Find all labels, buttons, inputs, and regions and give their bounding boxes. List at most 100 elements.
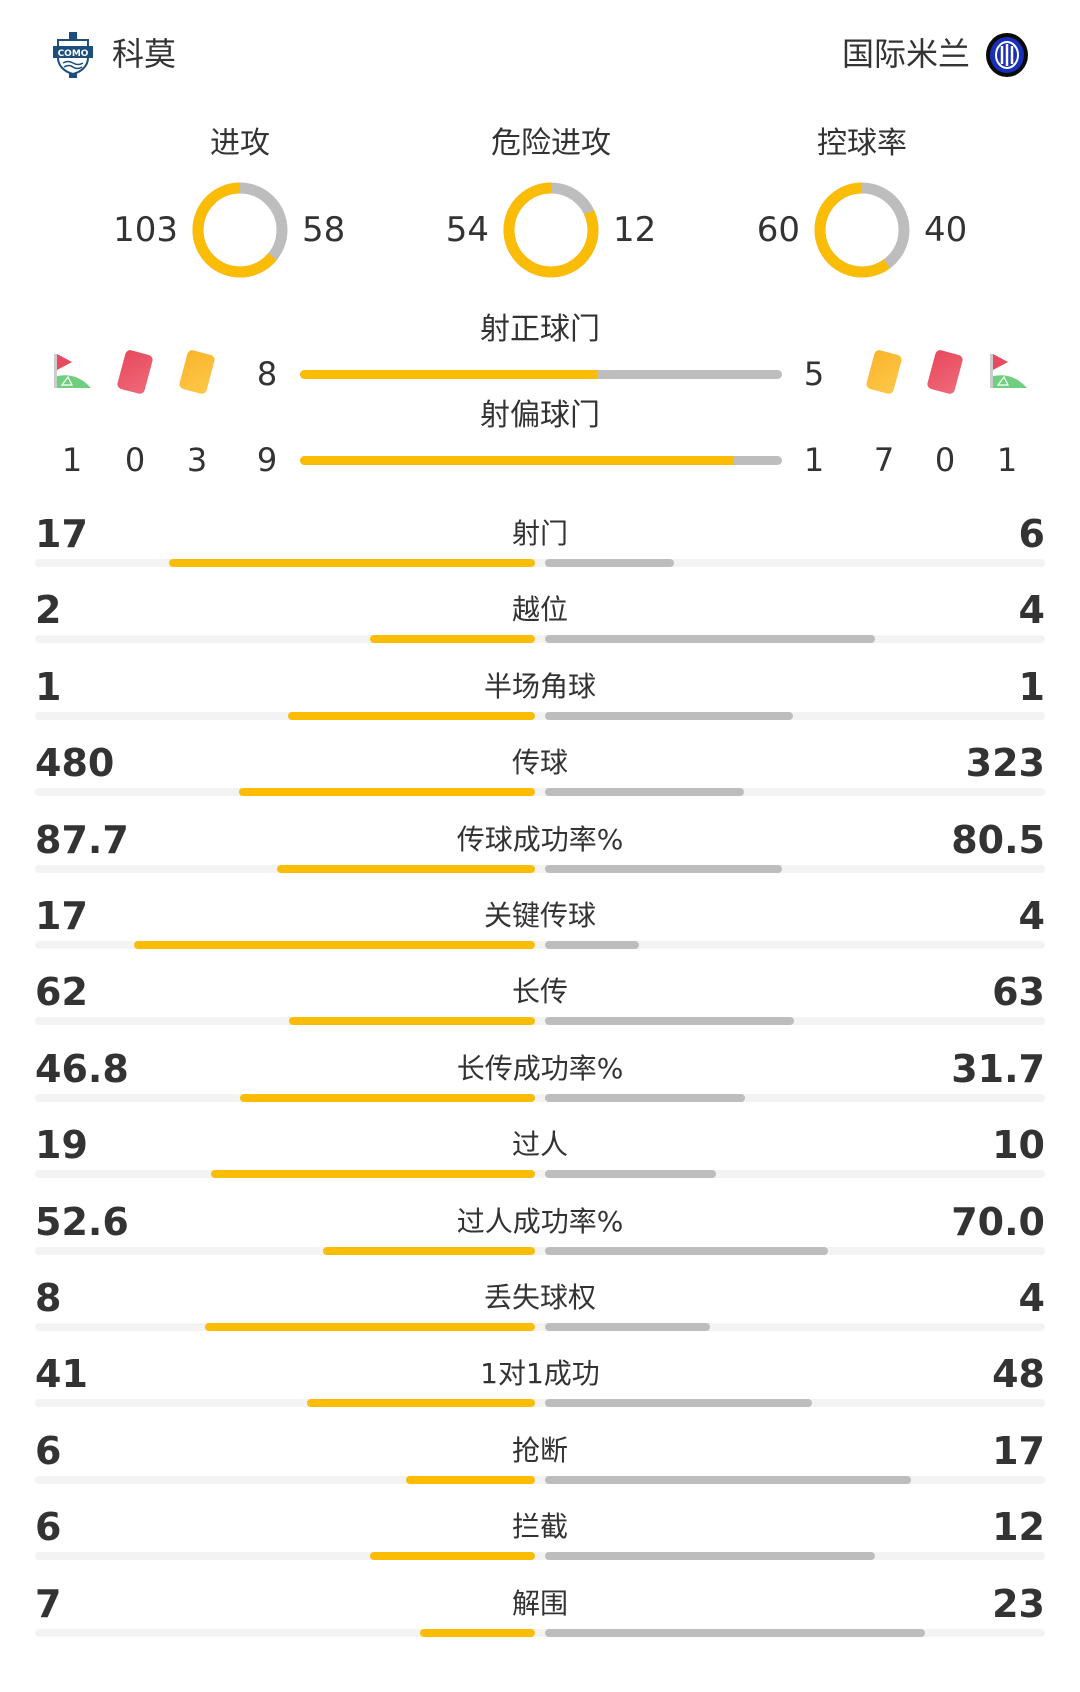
stat-home-value: 41 [35, 1352, 88, 1397]
stat-row: 17 射门 6 [0, 512, 1080, 588]
stat-home-value: 6 [35, 1505, 62, 1550]
corner-flag-icon [54, 354, 92, 394]
stat-away-bar [545, 635, 875, 644]
stat-label: 传球 [511, 746, 569, 780]
stat-home-bar [205, 1323, 535, 1331]
stat-row: 62 长传 63 [0, 970, 1080, 1046]
stat-away-bar [545, 1170, 716, 1179]
stat-home-bar [306, 1399, 535, 1408]
stat-home-value: 52.6 [35, 1199, 129, 1244]
stat-track [35, 1475, 1045, 1484]
donut-chart [192, 182, 288, 278]
stat-home-value: 17 [35, 894, 88, 938]
stat-away-value: 4 [1018, 588, 1045, 633]
home-red-cards: 0 [124, 441, 146, 479]
donut-title: 进攻 [210, 126, 270, 161]
stat-row: 2 越位 4 [0, 588, 1080, 664]
home-corners: 1 [61, 441, 83, 479]
stat-away-value: 48 [992, 1352, 1045, 1397]
stat-track [35, 711, 1045, 720]
stat-row: 19 过人 10 [0, 1123, 1080, 1199]
stat-away-bar [545, 559, 675, 567]
stat-row: 480 传球 323 [0, 741, 1080, 817]
stat-row: 87.7 传球成功率% 80.5 [0, 818, 1080, 894]
stat-away-value: 31.7 [951, 1046, 1045, 1091]
red-card-icon [116, 349, 154, 395]
donut-title: 危险进攻 [491, 126, 611, 161]
stat-home-value: 87.7 [35, 817, 129, 862]
stat-home-value: 8 [35, 1276, 62, 1320]
stat-label: 丢失球权 [483, 1281, 597, 1314]
stat-away-bar [545, 1246, 828, 1255]
stat-label: 过人 [511, 1128, 569, 1162]
away-red-cards: 0 [934, 441, 956, 479]
stat-away-bar [545, 711, 793, 720]
on-target-bar [300, 370, 782, 379]
donut-home-arc [192, 182, 288, 278]
away-corners: 1 [996, 441, 1018, 479]
stat-home-bar [287, 711, 535, 720]
stat-away-bar [545, 1399, 812, 1408]
stat-row: 41 1对1成功 48 [0, 1352, 1080, 1428]
stat-away-value: 63 [992, 970, 1045, 1015]
donut-home-arc [814, 182, 910, 278]
stat-away-bar [545, 788, 745, 797]
stat-away-bar [545, 1628, 925, 1637]
off-target-home-fill [300, 456, 734, 465]
stat-away-bar [545, 1093, 745, 1102]
stat-label: 关键传球 [483, 899, 597, 932]
stat-home-value: 7 [35, 1581, 62, 1626]
stat-track [35, 941, 1045, 949]
stat-track [35, 1323, 1045, 1331]
away-team-logo [985, 32, 1029, 78]
stat-row: 52.6 过人成功率% 70.0 [0, 1200, 1080, 1276]
stat-home-bar [419, 1628, 535, 1637]
stat-label: 半场角球 [483, 669, 597, 703]
stat-label: 过人成功率% [456, 1204, 624, 1238]
home-yellow-cards: 3 [186, 441, 208, 479]
stat-away-value: 17 [992, 1428, 1045, 1473]
stat-home-bar [169, 559, 535, 567]
donut-home-value: 60 [756, 210, 800, 250]
stat-label: 1对1成功 [480, 1357, 600, 1391]
away-yellow-cards: 7 [873, 441, 895, 479]
stat-home-value: 46.8 [35, 1046, 129, 1091]
stat-row: 8 丢失球权 4 [0, 1276, 1080, 1352]
stat-home-bar [276, 864, 535, 873]
stat-track [35, 1170, 1045, 1179]
stat-away-value: 12 [992, 1505, 1045, 1550]
stat-row: 1 半场角球 1 [0, 665, 1080, 741]
on-target-home-fill [300, 370, 597, 379]
stat-home-bar [289, 1017, 535, 1026]
stat-home-value: 62 [35, 970, 88, 1015]
stat-away-value: 80.5 [951, 817, 1045, 862]
stat-home-value: 480 [35, 741, 115, 786]
yellow-card-icon [865, 349, 903, 395]
stat-label: 拦截 [511, 1510, 569, 1544]
stat-home-value: 17 [35, 512, 88, 556]
donut-away-value: 40 [924, 210, 968, 250]
stat-track [35, 635, 1045, 644]
stat-home-bar [370, 1552, 535, 1561]
stat-label: 长传成功率% [456, 1051, 624, 1085]
home-team-logo: COMO [50, 32, 96, 78]
stat-row: 46.8 长传成功率% 31.7 [0, 1047, 1080, 1123]
stat-home-bar [370, 635, 535, 644]
donut-title: 控球率 [817, 126, 907, 161]
home-team-name[interactable]: 科莫 [112, 35, 177, 73]
stat-home-bar [405, 1475, 535, 1484]
stat-away-value: 4 [1018, 1276, 1045, 1320]
stat-away-bar [545, 1323, 710, 1331]
stat-track [35, 864, 1045, 873]
stat-away-value: 1 [1018, 664, 1045, 709]
away-team-name[interactable]: 国际米兰 [841, 35, 970, 73]
stat-label: 抢断 [511, 1433, 569, 1467]
stat-track [35, 1552, 1045, 1561]
stat-home-value: 2 [35, 588, 62, 633]
donut-home-value: 103 [113, 210, 178, 250]
donut-chart [814, 182, 910, 278]
stat-away-bar [545, 1475, 911, 1484]
stat-row: 17 关键传球 4 [0, 894, 1080, 970]
stat-home-bar [322, 1246, 535, 1255]
on-target-title: 射正球门 [480, 312, 600, 347]
